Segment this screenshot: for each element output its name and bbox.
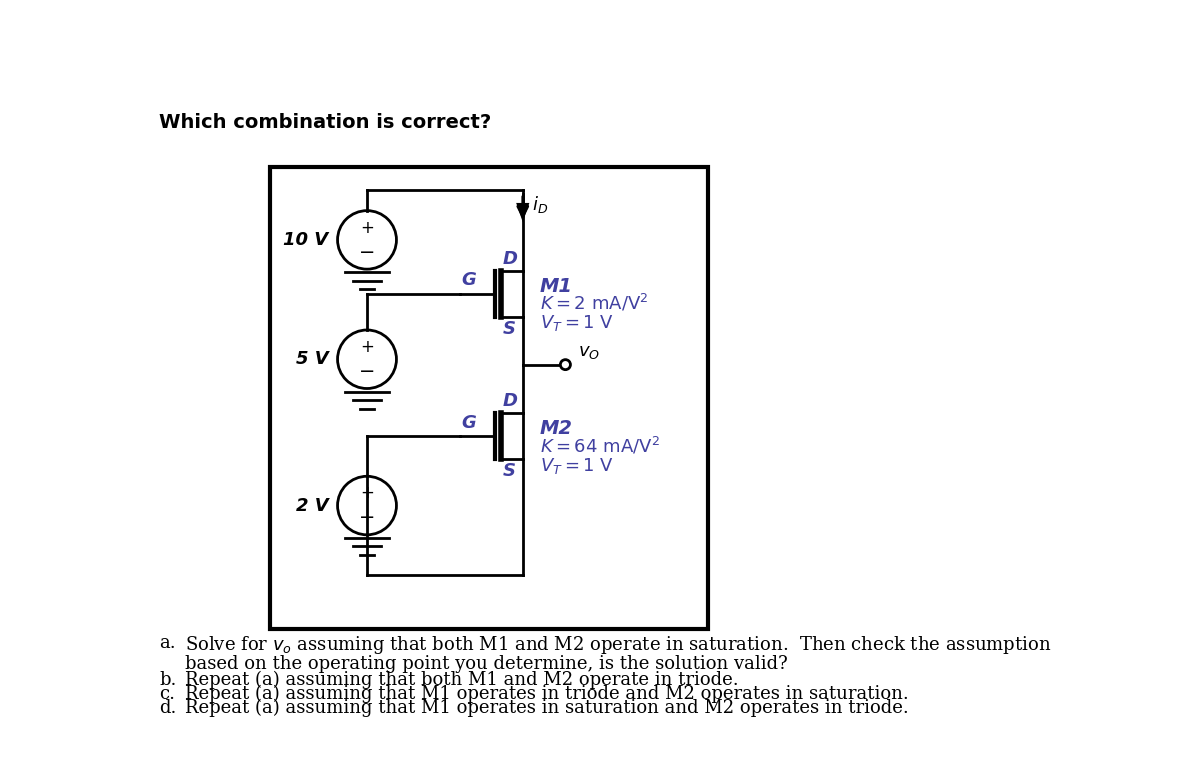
Text: S: S	[503, 320, 516, 338]
Text: Which combination is correct?: Which combination is correct?	[160, 113, 492, 132]
Text: Repeat (a) assuming that both M1 and M2 operate in triode.: Repeat (a) assuming that both M1 and M2 …	[185, 671, 738, 690]
Text: −: −	[359, 509, 376, 527]
Text: c.: c.	[160, 685, 175, 703]
Circle shape	[560, 360, 570, 370]
Text: G: G	[462, 271, 476, 289]
Text: based on the operating point you determine, is the solution valid?: based on the operating point you determi…	[185, 655, 787, 673]
Text: $V_T = 1\ \mathrm{V}$: $V_T = 1\ \mathrm{V}$	[540, 313, 614, 333]
Text: d.: d.	[160, 699, 176, 717]
Text: Solve for $v_o$ assuming that both M1 and M2 operate in saturation.  Then check : Solve for $v_o$ assuming that both M1 an…	[185, 634, 1051, 656]
Text: D: D	[503, 250, 517, 268]
Text: Repeat (a) assuming that M1 operates in saturation and M2 operates in triode.: Repeat (a) assuming that M1 operates in …	[185, 699, 908, 717]
Text: M2: M2	[540, 419, 572, 438]
Text: M1: M1	[540, 277, 572, 296]
Text: S: S	[503, 463, 516, 480]
Text: D: D	[503, 392, 517, 410]
Text: $K = 2\ \mathrm{mA/V^2}$: $K = 2\ \mathrm{mA/V^2}$	[540, 292, 648, 314]
Text: 5 V: 5 V	[295, 350, 329, 368]
Text: G: G	[462, 413, 476, 431]
Text: a.: a.	[160, 634, 176, 652]
Text: 2 V: 2 V	[295, 497, 329, 515]
Text: +: +	[360, 338, 374, 356]
Text: $K = 64\ \mathrm{mA/V^2}$: $K = 64\ \mathrm{mA/V^2}$	[540, 435, 660, 456]
Text: $i_D$: $i_D$	[532, 193, 548, 215]
Text: +: +	[360, 218, 374, 236]
Text: 10 V: 10 V	[283, 231, 329, 249]
Text: $V_T = 1\ \mathrm{V}$: $V_T = 1\ \mathrm{V}$	[540, 456, 614, 476]
Text: −: −	[359, 362, 376, 381]
Text: +: +	[360, 484, 374, 502]
Polygon shape	[516, 203, 529, 222]
Text: Repeat (a) assuming that M1 operates in triode and M2 operates in saturation.: Repeat (a) assuming that M1 operates in …	[185, 685, 908, 704]
Text: −: −	[359, 243, 376, 261]
Text: $v_O$: $v_O$	[578, 342, 600, 361]
Text: b.: b.	[160, 671, 176, 689]
Bar	[270, 167, 708, 629]
